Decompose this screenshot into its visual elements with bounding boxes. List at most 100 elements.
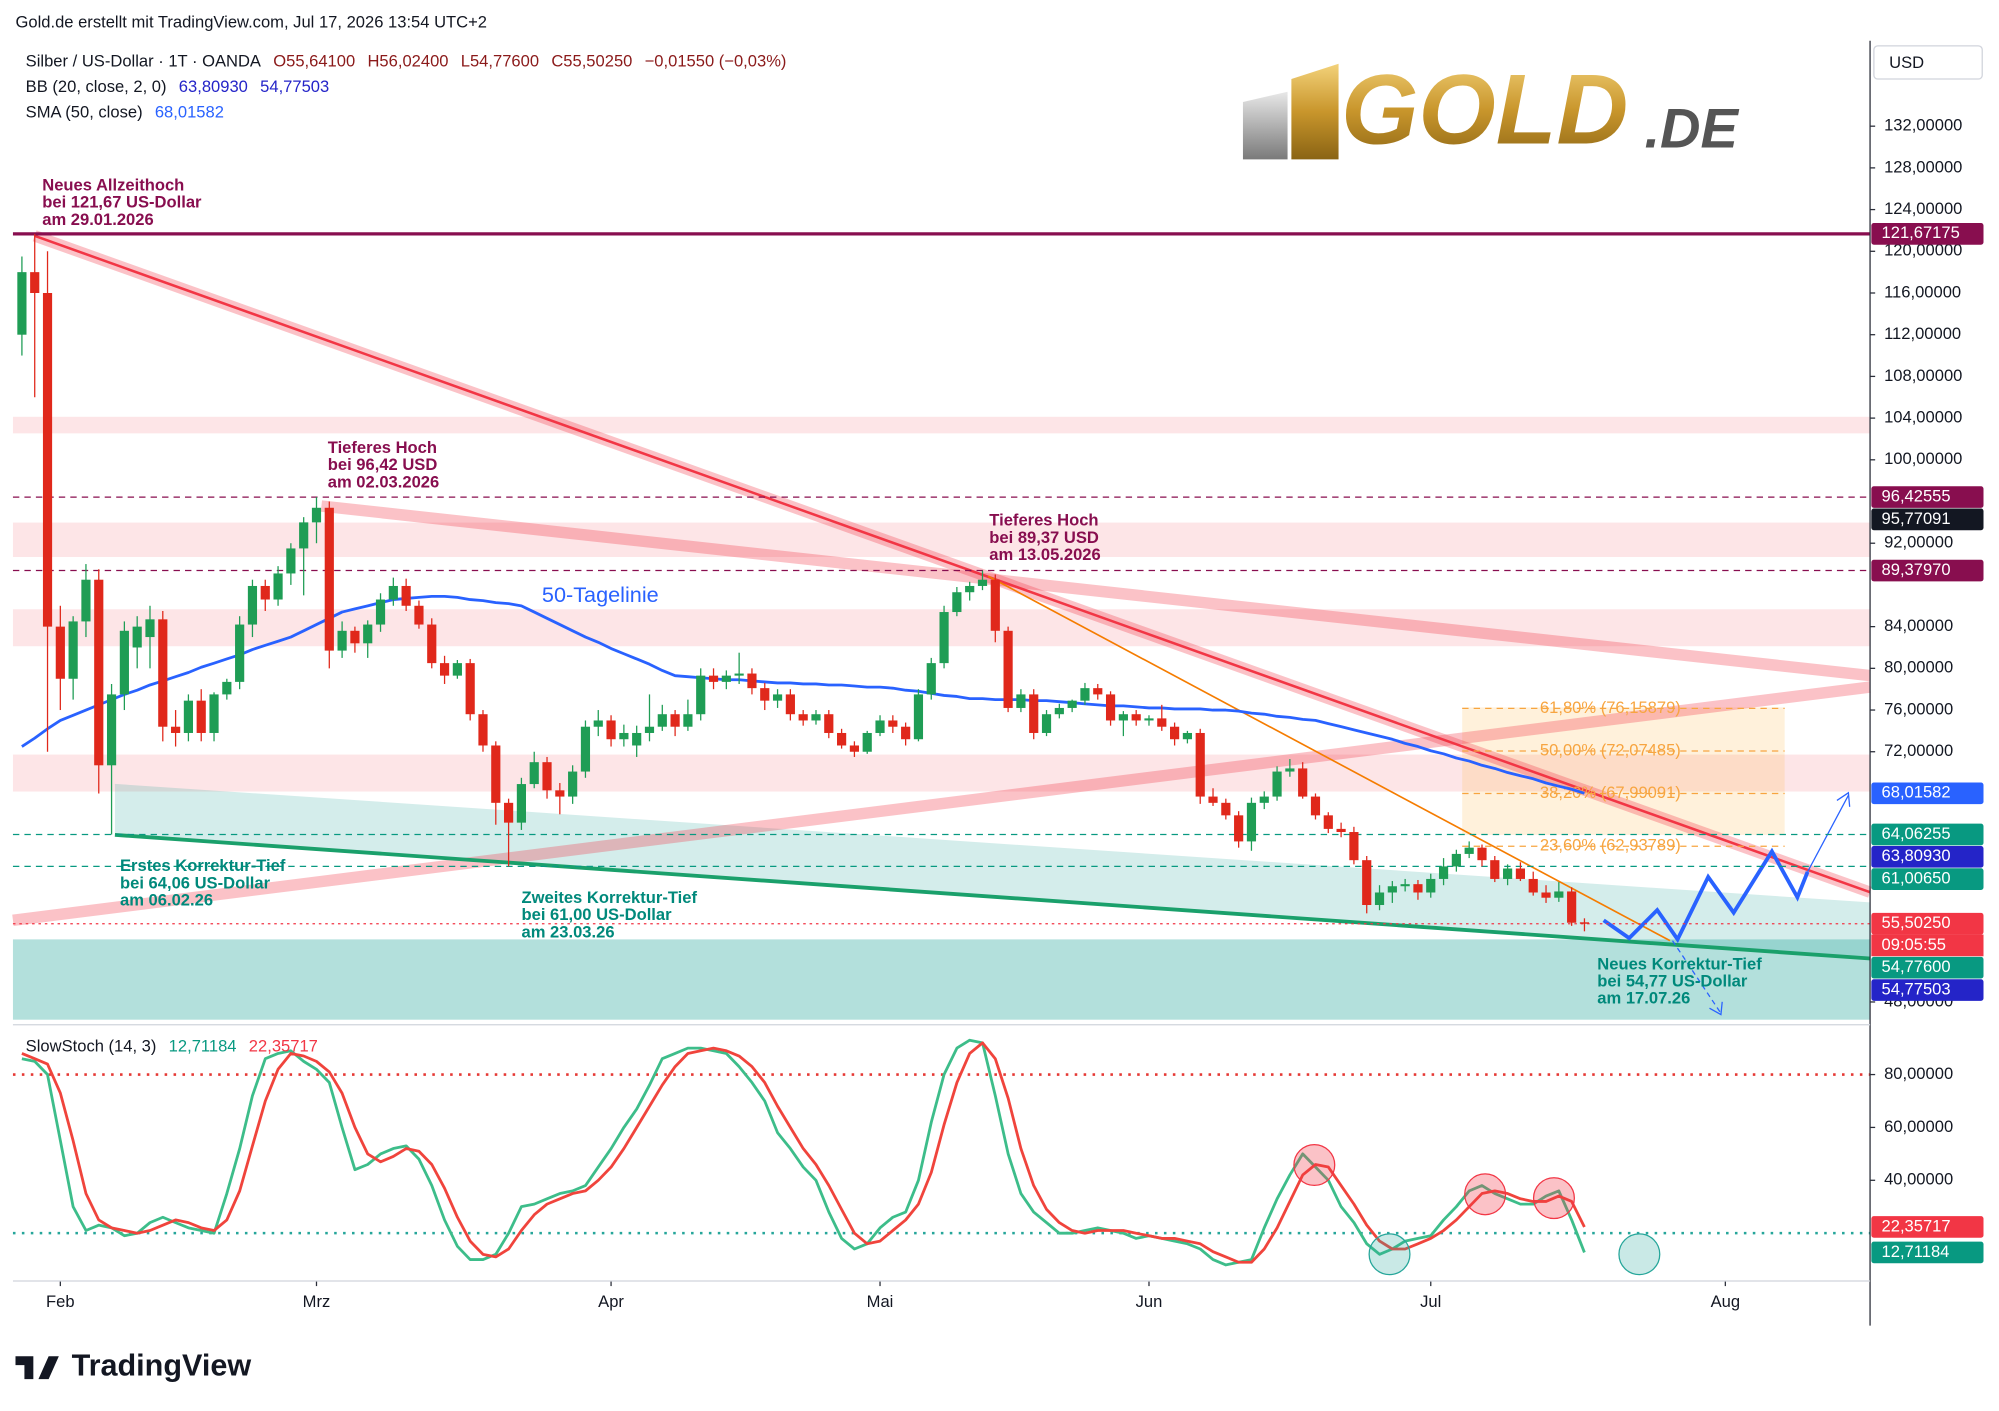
candle-body [1131,714,1141,721]
candle-body [760,688,770,701]
fib-label: 23,60% (62,93789) [1540,836,1681,855]
annotation: bei 121,67 US-Dollar [42,193,202,212]
candle-body [196,700,206,733]
annotation: am 13.05.2026 [989,545,1100,564]
annotation: Erstes Korrektur-Tief [120,856,286,875]
y-tick-label: 92,00000 [1884,533,1953,552]
candle-body [145,619,155,638]
price-label: 12,71184 [1882,1242,1950,1261]
support-line [114,832,1871,961]
candle-body [913,694,924,740]
candle-body [747,673,757,689]
candle-body [990,579,1000,631]
stoch-line [21,1038,1586,1267]
projection [1602,847,1810,944]
candle-body [337,630,347,651]
price-label: 89,37970 [1882,560,1951,579]
price-label-box [1871,956,1984,979]
logo: GOLD .DE [1242,55,1740,166]
candle-body [1221,802,1231,816]
candle-body [516,784,527,823]
candle-body [260,585,270,600]
y-tick-label: 76,00000 [1884,699,1953,718]
x-tick-label: Apr [598,1292,624,1311]
candle-body [1118,714,1128,721]
indicator-value: 63,80930 [179,77,248,96]
candle-body [696,675,706,715]
stoch-line [21,1041,1586,1264]
candle-body [1413,884,1423,893]
candle-body [1080,688,1090,701]
price-label: 61,00650 [1882,868,1951,887]
annotation: bei 89,37 USD [989,528,1099,547]
candle-body [504,802,514,823]
x-tick-label: Mai [867,1292,894,1311]
annotation: am 29.01.2026 [42,210,153,229]
candle-body [683,714,693,727]
annotation: bei 64,06 US-Dollar [120,873,271,892]
sma-line [21,594,1585,795]
candle-body [580,726,591,772]
y-tick-label: 80,00000 [1884,1064,1953,1083]
candle-body [1387,886,1397,893]
candle-body [1234,815,1244,842]
indicator-name: SlowStoch (14, 3) [26,1037,157,1056]
y-tick-label: 104,00000 [1884,407,1962,426]
candle-body [1041,714,1052,733]
candle-body [363,624,373,644]
signal-circle [1368,1233,1411,1276]
candle-body [1093,688,1103,695]
candle-body [81,579,91,622]
candle-body [286,548,296,574]
annotation: am 02.03.2026 [328,472,439,491]
candle-body [388,585,398,600]
candle-body [1144,718,1154,721]
x-tick-label: Aug [1711,1292,1740,1311]
x-tick-label: Feb [46,1292,75,1311]
candle-body [209,694,219,733]
indicator-value: 68,01582 [155,103,224,122]
candle-body [568,771,578,797]
candle-body [875,720,885,733]
candle-body [632,732,642,746]
candle-body [1298,768,1308,797]
annotation: am 23.03.26 [522,922,615,941]
candle-body [17,272,27,335]
support-zone [12,939,1871,1020]
currency-box[interactable] [1873,45,1983,80]
candle-body [311,507,322,523]
candle-body [350,630,360,644]
candle-body [1246,802,1257,842]
plot: 132,00000 128,00000 124,00000 120,00000 116,… [12,116,1984,1311]
candle-body [888,720,898,727]
x-tick-label: Jun [1136,1292,1163,1311]
candle-body [811,714,821,721]
candle-body [1477,847,1487,861]
fib-label: 50,00% (72,07485) [1540,740,1681,759]
candle-body [644,726,655,733]
y-tick-label: 100,00000 [1884,449,1962,468]
candle-body [798,714,808,721]
candle-body [542,762,552,791]
candle-body [183,700,194,733]
change: −0,01550 (−0,03%) [645,52,787,71]
candle-body [901,726,911,740]
candle-body [606,720,616,740]
candle-body [247,585,258,625]
annotation: am 06.02.26 [120,891,213,910]
logo-bar [1242,91,1288,160]
candle-body [273,573,283,600]
candle-body [1105,694,1116,721]
price-label: 64,06255 [1882,824,1951,843]
candle-body [1528,878,1538,893]
countdown: 09:05:55 [1882,935,1946,954]
price-label-box [1871,782,1984,805]
candle-body [324,507,334,651]
y-tick-label: 40,00000 [1884,1170,1953,1189]
y-tick-label: 72,00000 [1884,741,1953,760]
indicator-value: 54,77503 [260,77,329,96]
fib-label: 38,20% (67,99091) [1540,783,1681,802]
candle-body [1310,796,1321,816]
price-label-box [1871,845,1984,868]
trendline [987,575,1671,942]
